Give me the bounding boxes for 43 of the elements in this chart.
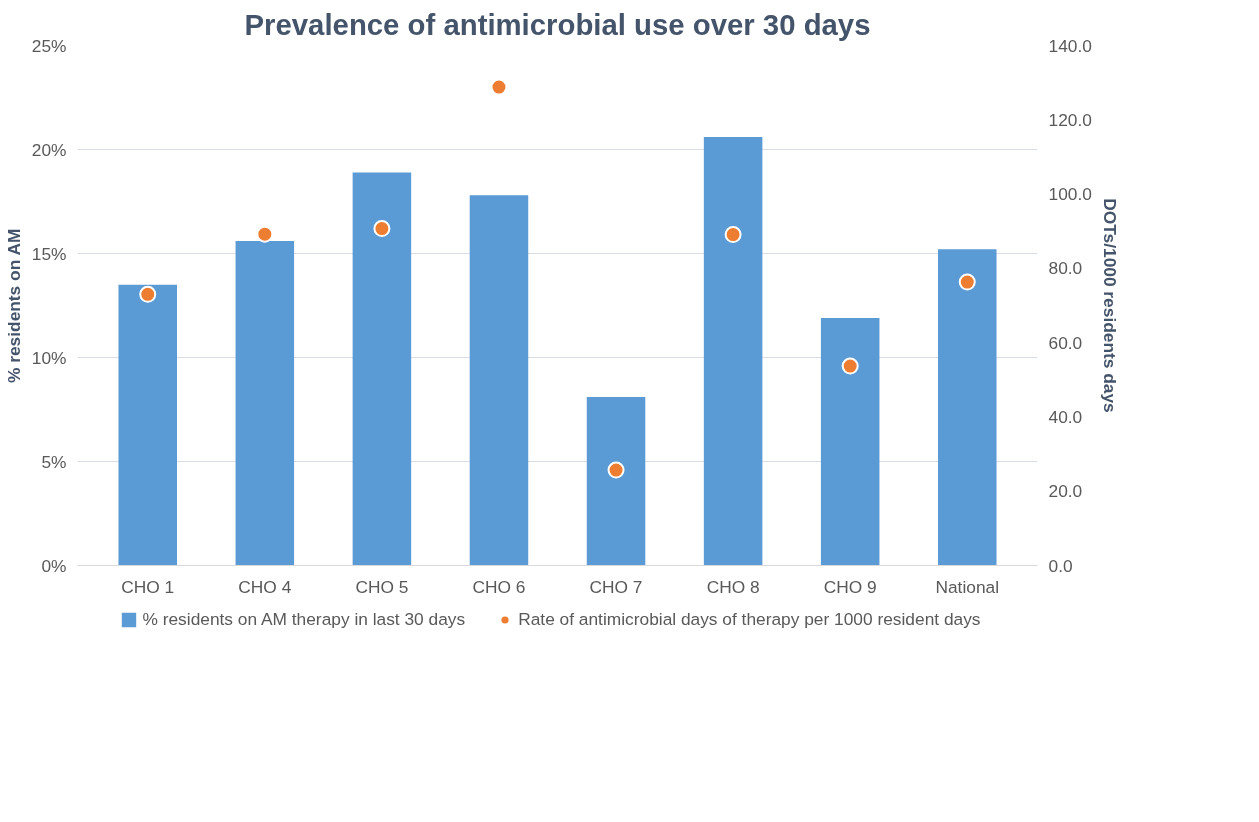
- point: [958, 273, 976, 291]
- bar: [586, 397, 646, 566]
- y2-tick-label: 140.0: [1048, 35, 1092, 56]
- x-tick-label: CHO 1: [121, 576, 175, 597]
- bar: [937, 249, 997, 566]
- point: [256, 225, 274, 243]
- bar: [118, 284, 178, 566]
- x-tick-label: CHO 6: [472, 576, 526, 597]
- y2-tick-label: 120.0: [1048, 109, 1092, 130]
- bar: [820, 317, 880, 566]
- x-tick-label: CHO 4: [238, 576, 292, 597]
- x-tick-label: CHO 8: [706, 576, 760, 597]
- y-axis-title: % residents on AM: [3, 228, 24, 384]
- bar: [235, 241, 295, 566]
- point: [607, 461, 625, 479]
- y2-axis-title: DOTs/1000 residents days: [1099, 198, 1120, 413]
- y-tick-label: 10%: [31, 347, 67, 368]
- y2-tick-label: 0.0: [1048, 555, 1073, 576]
- bar: [703, 137, 763, 566]
- y-tick-label: 25%: [31, 35, 67, 56]
- x-tick-label: National: [935, 576, 1000, 597]
- bar: [352, 172, 412, 566]
- bar: [469, 195, 529, 566]
- x-tick-label: CHO 5: [355, 576, 409, 597]
- point: [841, 357, 859, 375]
- y-tick-label: 0%: [41, 555, 67, 576]
- y-tick-label: 20%: [31, 139, 67, 160]
- point: [724, 226, 742, 244]
- y-tick-label: 5%: [41, 451, 67, 472]
- y2-tick-label: 20.0: [1048, 481, 1083, 502]
- y2-tick-label: 100.0: [1048, 184, 1092, 205]
- chart-title: Prevalence of antimicrobial use over 30 days: [244, 7, 871, 41]
- legend-label: Rate of antimicrobial days of therapy per 1000 resident days: [518, 608, 981, 630]
- y2-tick-label: 60.0: [1048, 332, 1083, 353]
- x-tick-label: CHO 9: [823, 576, 877, 597]
- y2-tick-label: 40.0: [1048, 406, 1083, 427]
- point: [139, 285, 157, 303]
- y-tick-label: 15%: [31, 243, 67, 264]
- x-tick-label: CHO 7: [589, 576, 643, 597]
- y2-tick-label: 80.0: [1048, 258, 1083, 279]
- point: [373, 220, 391, 238]
- legend-label: % residents on AM therapy in last 30 days: [142, 608, 466, 630]
- point: [490, 78, 508, 96]
